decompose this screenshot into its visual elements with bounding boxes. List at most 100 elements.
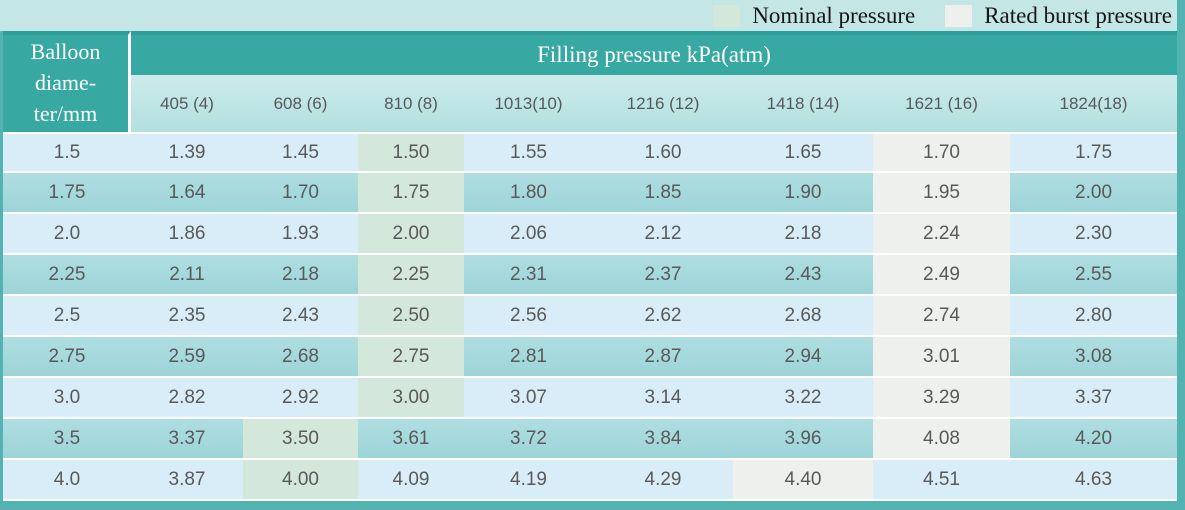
diameter-cell: 1.75 bbox=[3, 173, 131, 214]
rated-burst-pressure-cell: 3.29 bbox=[873, 378, 1010, 419]
table-row: 4.0 3.87 4.00 4.09 4.19 4.29 4.40 4.51 4.63 bbox=[3, 460, 1178, 501]
nominal-pressure-swatch-icon bbox=[713, 4, 741, 27]
table-row: 1.75 1.64 1.70 1.75 1.80 1.85 1.90 1.95 2.00 bbox=[3, 173, 1178, 214]
rated-burst-pressure-label: Rated burst pressure bbox=[984, 2, 1172, 28]
nominal-pressure-cell: 2.25 bbox=[358, 255, 464, 296]
value-cell: 2.43 bbox=[733, 255, 873, 296]
value-cell: 2.87 bbox=[593, 337, 733, 378]
value-cell: 2.31 bbox=[464, 255, 593, 296]
value-cell: 2.68 bbox=[243, 337, 358, 378]
legend: Nominal pressure Rated burst pressure bbox=[0, 0, 1177, 31]
value-cell: 3.37 bbox=[131, 419, 243, 460]
value-cell: 1.39 bbox=[131, 132, 243, 173]
diameter-cell: 2.0 bbox=[3, 214, 131, 255]
value-cell: 3.08 bbox=[1010, 337, 1178, 378]
nominal-pressure-cell: 1.50 bbox=[358, 132, 464, 173]
value-cell: 2.55 bbox=[1010, 255, 1178, 296]
pressure-column-header: 1621 (16) bbox=[873, 75, 1010, 132]
nominal-pressure-cell: 2.75 bbox=[358, 337, 464, 378]
pressure-column-header: 1013(10) bbox=[464, 75, 593, 132]
rated-burst-pressure-cell: 4.08 bbox=[873, 419, 1010, 460]
balloon-diameter-header: Balloon diame- ter/mm bbox=[3, 31, 131, 132]
rated-burst-pressure-cell: 3.01 bbox=[873, 337, 1010, 378]
value-cell: 2.68 bbox=[733, 296, 873, 337]
diameter-cell: 4.0 bbox=[3, 460, 131, 501]
value-cell: 2.30 bbox=[1010, 214, 1178, 255]
value-cell: 1.45 bbox=[243, 132, 358, 173]
value-cell: 1.85 bbox=[593, 173, 733, 214]
value-cell: 3.14 bbox=[593, 378, 733, 419]
value-cell: 1.80 bbox=[464, 173, 593, 214]
value-cell: 2.59 bbox=[131, 337, 243, 378]
table-row: 3.0 2.82 2.92 3.00 3.07 3.14 3.22 3.29 3.37 bbox=[3, 378, 1178, 419]
value-cell: 3.84 bbox=[593, 419, 733, 460]
value-cell: 4.19 bbox=[464, 460, 593, 501]
value-cell: 4.20 bbox=[1010, 419, 1178, 460]
filling-pressure-header: Filling pressure kPa(atm) bbox=[131, 31, 1178, 75]
pressure-column-header: 405 (4) bbox=[131, 75, 243, 132]
nominal-pressure-cell: 4.00 bbox=[243, 460, 358, 501]
value-cell: 1.55 bbox=[464, 132, 593, 173]
table-body: 1.5 1.39 1.45 1.50 1.55 1.60 1.65 1.70 1.75 1.75 1… bbox=[3, 132, 1178, 501]
pressure-column-header: 1418 (14) bbox=[733, 75, 873, 132]
value-cell: 2.00 bbox=[1010, 173, 1178, 214]
nominal-pressure-cell: 2.00 bbox=[358, 214, 464, 255]
pressure-column-header-row: 405 (4) 608 (6) 810 (8) 1013(10) 1216 (12) 14… bbox=[3, 75, 1178, 132]
value-cell: 2.35 bbox=[131, 296, 243, 337]
nominal-pressure-cell: 1.75 bbox=[358, 173, 464, 214]
value-cell: 1.86 bbox=[131, 214, 243, 255]
diameter-cell: 3.0 bbox=[3, 378, 131, 419]
nominal-pressure-label: Nominal pressure bbox=[752, 2, 916, 28]
value-cell: 3.96 bbox=[733, 419, 873, 460]
rated-burst-pressure-swatch-icon bbox=[945, 4, 973, 27]
value-cell: 1.65 bbox=[733, 132, 873, 173]
value-cell: 1.70 bbox=[243, 173, 358, 214]
table-row: 1.5 1.39 1.45 1.50 1.55 1.60 1.65 1.70 1.75 bbox=[3, 132, 1178, 173]
value-cell: 2.56 bbox=[464, 296, 593, 337]
value-cell: 2.62 bbox=[593, 296, 733, 337]
value-cell: 2.80 bbox=[1010, 296, 1178, 337]
value-cell: 3.72 bbox=[464, 419, 593, 460]
value-cell: 3.22 bbox=[733, 378, 873, 419]
value-cell: 2.43 bbox=[243, 296, 358, 337]
value-cell: 2.18 bbox=[243, 255, 358, 296]
value-cell: 4.51 bbox=[873, 460, 1010, 501]
pressure-column-header: 1216 (12) bbox=[593, 75, 733, 132]
value-cell: 2.82 bbox=[131, 378, 243, 419]
value-cell: 2.94 bbox=[733, 337, 873, 378]
value-cell: 4.63 bbox=[1010, 460, 1178, 501]
rated-burst-pressure-cell: 2.74 bbox=[873, 296, 1010, 337]
value-cell: 3.07 bbox=[464, 378, 593, 419]
compliance-table: Balloon diame- ter/mm Filling pressure k… bbox=[3, 31, 1178, 501]
diameter-cell: 1.5 bbox=[3, 132, 131, 173]
rated-burst-pressure-cell: 1.70 bbox=[873, 132, 1010, 173]
rated-burst-pressure-cell: 4.40 bbox=[733, 460, 873, 501]
value-cell: 3.87 bbox=[131, 460, 243, 501]
nominal-pressure-cell: 3.50 bbox=[243, 419, 358, 460]
value-cell: 2.37 bbox=[593, 255, 733, 296]
value-cell: 2.18 bbox=[733, 214, 873, 255]
value-cell: 2.06 bbox=[464, 214, 593, 255]
rated-burst-pressure-cell: 1.95 bbox=[873, 173, 1010, 214]
value-cell: 1.93 bbox=[243, 214, 358, 255]
diameter-cell: 2.75 bbox=[3, 337, 131, 378]
value-cell: 4.29 bbox=[593, 460, 733, 501]
diameter-cell: 2.5 bbox=[3, 296, 131, 337]
table-row: 2.75 2.59 2.68 2.75 2.81 2.87 2.94 3.01 3.08 bbox=[3, 337, 1178, 378]
nominal-pressure-cell: 3.00 bbox=[358, 378, 464, 419]
value-cell: 4.09 bbox=[358, 460, 464, 501]
diameter-cell: 3.5 bbox=[3, 419, 131, 460]
value-cell: 3.61 bbox=[358, 419, 464, 460]
nominal-pressure-cell: 2.50 bbox=[358, 296, 464, 337]
value-cell: 2.81 bbox=[464, 337, 593, 378]
table-row: 2.0 1.86 1.93 2.00 2.06 2.12 2.18 2.24 2.30 bbox=[3, 214, 1178, 255]
value-cell: 3.37 bbox=[1010, 378, 1178, 419]
pressure-column-header: 608 (6) bbox=[243, 75, 358, 132]
value-cell: 1.75 bbox=[1010, 132, 1178, 173]
table-row: 2.25 2.11 2.18 2.25 2.31 2.37 2.43 2.49 2.55 bbox=[3, 255, 1178, 296]
rated-burst-pressure-cell: 2.49 bbox=[873, 255, 1010, 296]
value-cell: 1.64 bbox=[131, 173, 243, 214]
diameter-cell: 2.25 bbox=[3, 255, 131, 296]
table-header-row: Balloon diame- ter/mm Filling pressure k… bbox=[3, 31, 1178, 132]
